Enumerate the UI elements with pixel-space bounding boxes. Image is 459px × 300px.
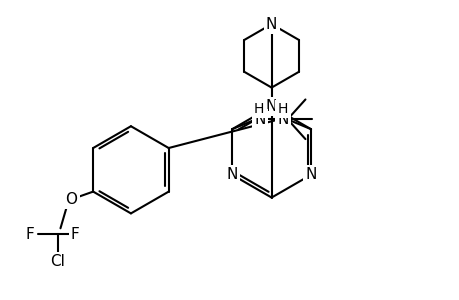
Text: F: F	[71, 227, 79, 242]
Text: F: F	[25, 227, 34, 242]
Text: H: H	[253, 102, 263, 116]
Text: N: N	[226, 167, 237, 182]
Text: N: N	[265, 99, 277, 114]
Text: N: N	[254, 112, 265, 127]
Text: N: N	[265, 17, 277, 32]
Text: Cl: Cl	[50, 254, 65, 269]
Text: H: H	[277, 102, 287, 116]
Text: O: O	[65, 192, 77, 207]
Text: N: N	[305, 167, 316, 182]
Text: N: N	[277, 112, 288, 127]
